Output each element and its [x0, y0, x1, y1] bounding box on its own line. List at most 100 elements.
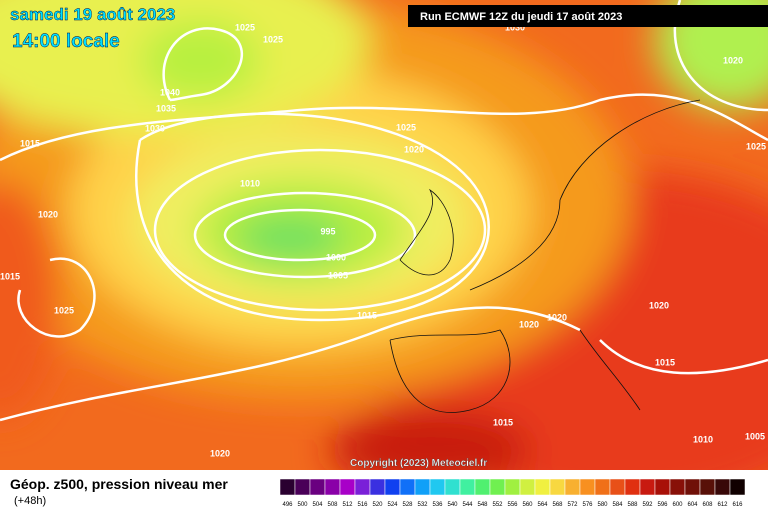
legend-swatch: [684, 478, 701, 496]
legend-label: 568: [552, 502, 563, 508]
legend-label: 576: [582, 502, 593, 508]
legend-swatch: [594, 478, 611, 496]
legend-label: 512: [342, 502, 353, 508]
legend-swatch: [729, 478, 746, 496]
isobar-label: 1010: [693, 434, 713, 444]
legend-swatch: [504, 478, 521, 496]
isobar-label: 1015: [655, 357, 675, 367]
lead-time: (+48h): [14, 495, 46, 507]
isobar-label: 1020: [547, 312, 567, 322]
legend: 496 500 504 508 512 516 520 524 528 532 536 540 544 5…: [279, 478, 746, 508]
coastlines: [389, 99, 701, 413]
legend-swatch: [549, 478, 566, 496]
legend-label: 536: [432, 502, 443, 508]
isobar-label: 1025: [396, 122, 416, 132]
legend-label: 560: [522, 502, 533, 508]
legend-label: 496: [282, 502, 293, 508]
legend-swatch: [414, 478, 431, 496]
isobar-label: 1000: [326, 252, 346, 262]
time: 14:00 locale: [12, 31, 120, 52]
isobar-label: 995: [320, 226, 335, 236]
legend-swatch: [639, 478, 656, 496]
isobar-label: 1025: [263, 34, 283, 44]
legend-swatch: [324, 478, 341, 496]
legend-label: 580: [597, 502, 608, 508]
legend-swatch: [384, 478, 401, 496]
isobar-label: 1020: [649, 300, 669, 310]
legend-swatch: [399, 478, 416, 496]
legend-label: 500: [297, 502, 308, 508]
legend-label: 584: [612, 502, 623, 508]
isobar-label: 1040: [160, 87, 180, 97]
isobar-label: 1005: [328, 270, 348, 280]
legend-swatch: [669, 478, 686, 496]
isobar-label: 1030: [145, 123, 165, 133]
legend-swatch: [459, 478, 476, 496]
legend-swatch: [369, 478, 386, 496]
legend-swatch: [534, 478, 551, 496]
isobar-label: 1005: [745, 431, 765, 441]
legend-swatch: [339, 478, 356, 496]
legend-label: 604: [687, 502, 698, 508]
run-box: [408, 5, 768, 27]
isobar-label: 1020: [404, 144, 424, 154]
legend-swatch: [309, 478, 326, 496]
isobar-label: 1025: [746, 141, 766, 151]
legend-label: 520: [372, 502, 383, 508]
date: samedi 19 août 2023: [10, 5, 175, 24]
legend-label: 608: [702, 502, 713, 508]
footer-title: Géop. z500, pression niveau mer: [10, 476, 228, 492]
legend-swatch: [279, 478, 296, 496]
copyright: Copyright (2023) Meteociel.fr: [350, 458, 487, 469]
legend-label: 572: [567, 502, 578, 508]
isobar-label: 1030: [505, 22, 525, 32]
legend-label: 544: [462, 502, 473, 508]
legend-label: 616: [732, 502, 743, 508]
run: Run ECMWF 12Z du jeudi 17 août 2023: [420, 11, 622, 23]
legend-label: 552: [492, 502, 503, 508]
isobar-label: 1010: [240, 178, 260, 188]
isobar-labels: 1025 1025 1030 1020 1040 1035 1030 1015 1025 1020…: [0, 22, 766, 458]
legend-swatch: [609, 478, 626, 496]
isobar-label: 1015: [493, 417, 513, 427]
legend-swatch: [354, 478, 371, 496]
legend-swatch: [579, 478, 596, 496]
isobar-label: 1020: [519, 319, 539, 329]
legend-swatch: [294, 478, 311, 496]
isobar-label: 1025: [235, 22, 255, 32]
legend-label: 504: [312, 502, 323, 508]
legend-swatch: [429, 478, 446, 496]
isobar-label: 1025: [54, 305, 74, 315]
legend-label: 556: [507, 502, 518, 508]
legend-label: 588: [627, 502, 638, 508]
isobar-label: 1015: [20, 138, 40, 148]
isobar-label: 1020: [210, 448, 230, 458]
isobar-label: 1020: [723, 55, 743, 65]
legend-label: 564: [537, 502, 548, 508]
legend-label: 508: [327, 502, 338, 508]
isobar-label: 1020: [38, 209, 58, 219]
legend-label: 600: [672, 502, 683, 508]
isobar-label: 1015: [357, 310, 377, 320]
legend-swatch: [519, 478, 536, 496]
isobar-label: 1035: [156, 103, 176, 113]
legend-label: 592: [642, 502, 653, 508]
legend-label: 540: [447, 502, 458, 508]
legend-label: 524: [387, 502, 398, 508]
legend-label: 516: [357, 502, 368, 508]
legend-swatch: [489, 478, 506, 496]
legend-swatch: [699, 478, 716, 496]
legend-swatch: [714, 478, 731, 496]
legend-swatch: [624, 478, 641, 496]
isobar-label: 1015: [0, 271, 20, 281]
legend-swatch: [564, 478, 581, 496]
legend-label: 528: [402, 502, 413, 508]
legend-label: 548: [477, 502, 488, 508]
legend-label: 532: [417, 502, 428, 508]
legend-swatch: [474, 478, 491, 496]
legend-label: 612: [717, 502, 728, 508]
legend-label: 596: [657, 502, 668, 508]
legend-swatch: [444, 478, 461, 496]
legend-swatch: [654, 478, 671, 496]
